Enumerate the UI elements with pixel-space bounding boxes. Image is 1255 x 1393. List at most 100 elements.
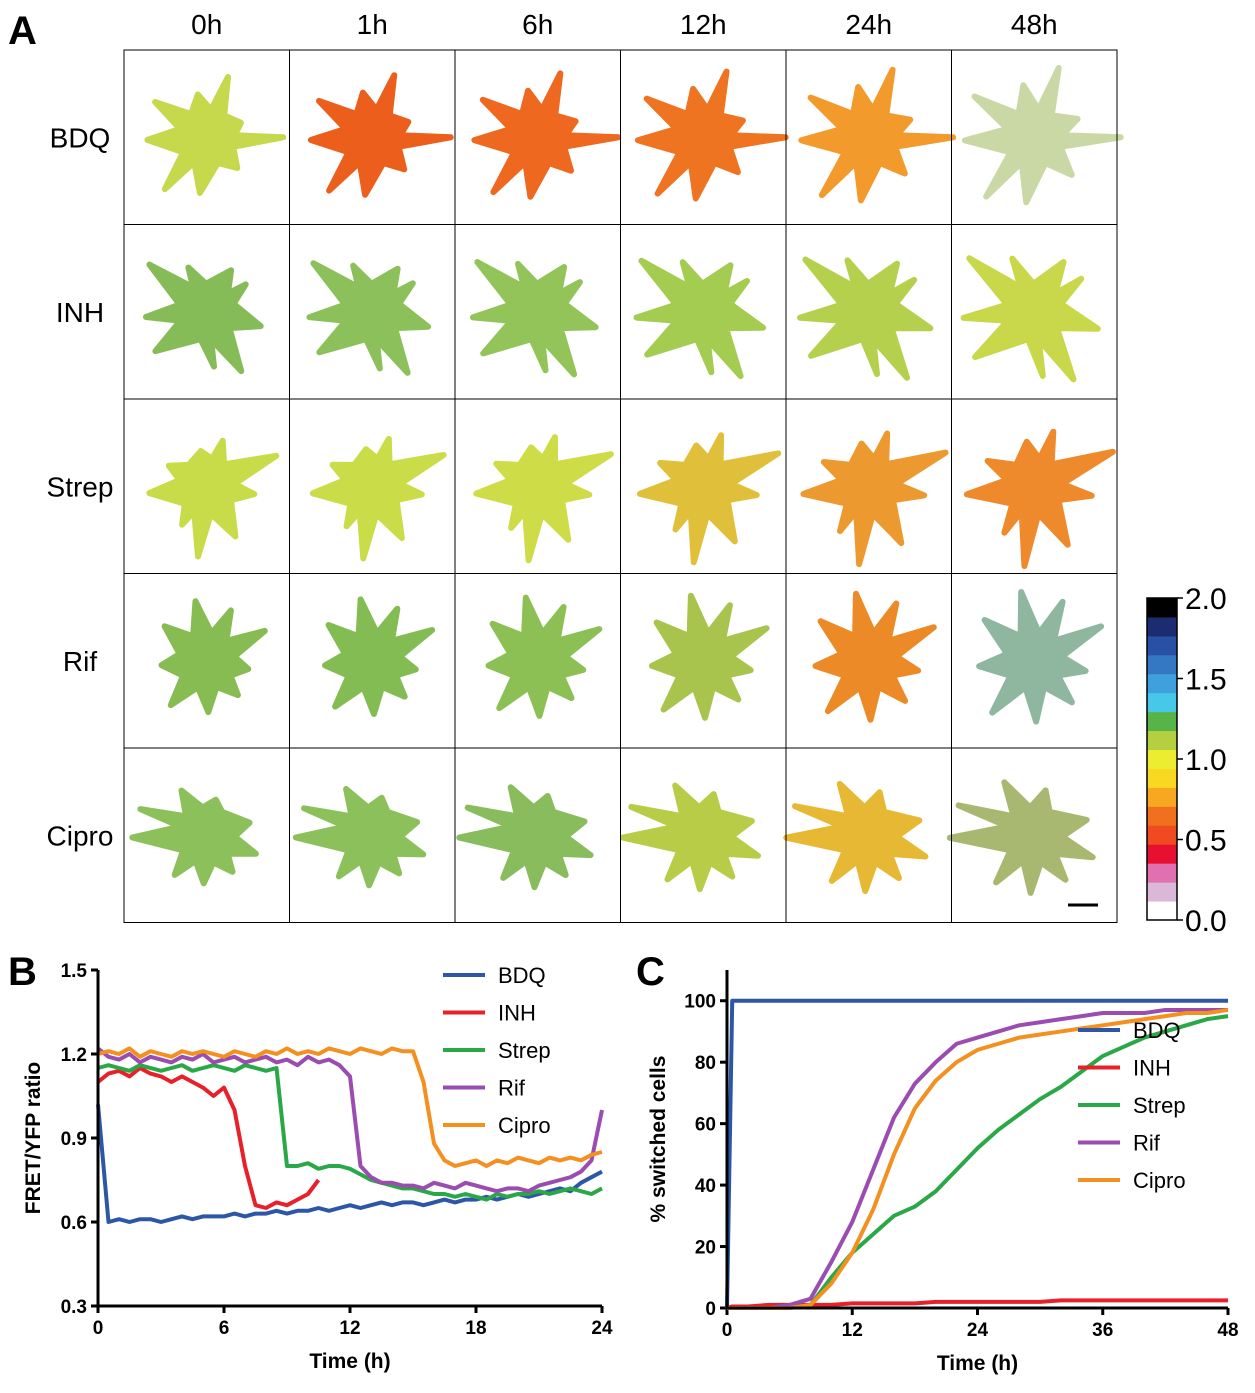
panel-label: A: [8, 9, 37, 53]
colorbar-segment: [1147, 768, 1177, 788]
cell-shape: [473, 434, 614, 564]
cell-shape: [633, 257, 766, 380]
x-tick-label: 18: [465, 1318, 486, 1339]
y-tick-label: 20: [695, 1238, 716, 1259]
cell-shape: [649, 592, 770, 721]
row-label: Strep: [47, 471, 114, 502]
micrograph: [946, 747, 1118, 923]
data-line: [725, 998, 1228, 1309]
colorbar-tick-label: 0.0: [1185, 905, 1227, 938]
column-label: 24h: [845, 9, 892, 40]
x-tick-label: 24: [591, 1318, 613, 1339]
legend-label: INH: [1133, 1056, 1171, 1081]
y-tick-label: 0.9: [61, 1129, 87, 1150]
colorbar-segment: [1147, 787, 1177, 807]
micrograph: [454, 398, 621, 574]
cell-shape: [963, 428, 1116, 569]
y-tick-label: 0.6: [61, 1213, 87, 1234]
micrograph: [619, 747, 787, 923]
colorbar-segment: [1147, 882, 1177, 902]
column-label: 0h: [191, 9, 222, 40]
cell-shape: [634, 68, 789, 202]
row-label: Rif: [63, 646, 97, 677]
legend-label: Rif: [1133, 1131, 1161, 1156]
legend-label: BDQ: [498, 963, 546, 988]
y-tick-label: 100: [684, 992, 716, 1013]
micrograph: [289, 398, 456, 574]
cell-shape: [800, 430, 949, 568]
cell-shape: [456, 784, 594, 891]
data-line: [97, 1046, 603, 1168]
y-tick-label: 60: [695, 1115, 716, 1136]
colorbar-tick-label: 0.5: [1185, 825, 1227, 858]
micrograph: [620, 224, 787, 400]
cell-shape: [976, 589, 1105, 725]
x-tick-label: 36: [1092, 1320, 1113, 1341]
cell-shape: [146, 437, 280, 560]
x-tick-label: 0: [93, 1318, 104, 1339]
cell-shape: [144, 74, 287, 196]
x-tick-label: 48: [1217, 1320, 1238, 1341]
y-tick-label: 1.2: [61, 1045, 87, 1066]
y-axis-title: % switched cells: [647, 1056, 670, 1223]
colorbar-segment: [1147, 844, 1177, 864]
cell-shape: [292, 786, 427, 889]
colorbar-segment: [1147, 901, 1177, 921]
cell-shape: [946, 779, 1096, 896]
cell-shape: [812, 590, 937, 723]
micrograph: [123, 398, 290, 574]
micrograph: [620, 573, 787, 749]
colorbar-segment: [1147, 863, 1177, 883]
panel-label: B: [8, 950, 37, 994]
cell-shape: [485, 594, 603, 719]
cell-shape: [307, 72, 454, 198]
cell-shape: [143, 261, 264, 375]
data-line: [96, 1046, 604, 1194]
micrograph: [123, 49, 290, 225]
column-label: 12h: [680, 9, 727, 40]
cell-shape: [797, 256, 934, 381]
micrograph: [951, 398, 1118, 574]
colorbar-segment: [1147, 598, 1177, 618]
colorbar-segment: [1147, 692, 1177, 713]
micrograph: [454, 224, 621, 400]
colorbar-segment: [1147, 711, 1177, 732]
cell-shape: [636, 432, 782, 566]
cell-shape: [471, 70, 622, 200]
micrograph: [454, 747, 621, 923]
y-axis-title: FRET/YFP ratio: [22, 1062, 45, 1214]
micrograph: [123, 573, 290, 749]
colorbar-segment: [1147, 635, 1177, 656]
colorbar-segment: [1147, 749, 1177, 769]
cell-shape: [158, 598, 268, 716]
x-tick-label: 12: [842, 1320, 863, 1341]
x-axis-title: Time (h): [937, 1352, 1018, 1375]
legend-label: Cipro: [1133, 1168, 1186, 1193]
micrograph: [620, 49, 789, 225]
x-axis-title: Time (h): [309, 1350, 390, 1373]
cell-shape: [798, 66, 957, 204]
colorbar-tick-label: 1.0: [1185, 744, 1227, 777]
colorbar-segment: [1147, 806, 1177, 826]
cell-shape: [961, 65, 1124, 206]
cell-shape: [619, 782, 761, 893]
y-tick-label: 1.5: [61, 961, 88, 982]
micrograph: [951, 224, 1118, 400]
micrograph: [289, 224, 456, 400]
legend-label: Cipro: [498, 1113, 551, 1138]
legend-label: BDQ: [1133, 1018, 1181, 1043]
colorbar-segment: [1147, 730, 1177, 751]
column-label: 1h: [357, 9, 388, 40]
colorbar-segment: [1147, 673, 1177, 694]
column-label: 48h: [1011, 9, 1058, 40]
cell-shape: [322, 596, 436, 717]
colorbar-segment: [1147, 825, 1177, 845]
micrograph: [951, 49, 1124, 225]
micrograph: [289, 49, 456, 225]
data-line: [727, 1007, 1228, 1310]
column-label: 6h: [522, 9, 553, 40]
legend-label: INH: [498, 1001, 536, 1026]
x-tick-label: 6: [219, 1318, 230, 1339]
cell-shape: [960, 255, 1101, 383]
